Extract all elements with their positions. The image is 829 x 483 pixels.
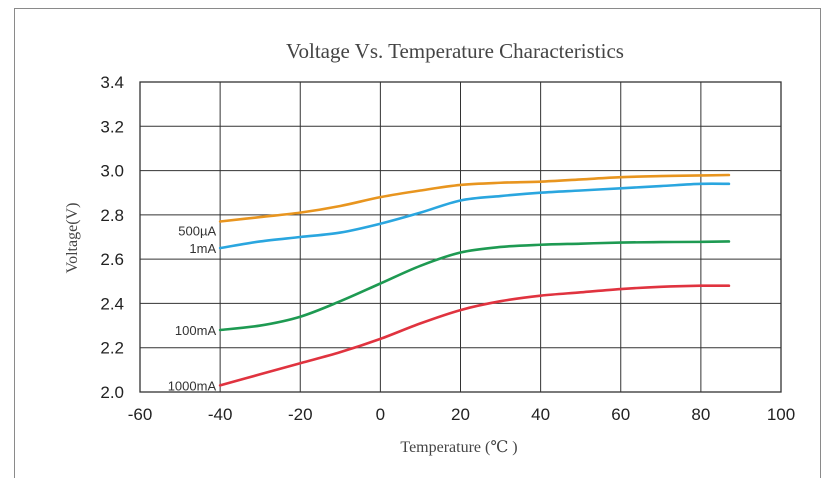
y-tick-label: 2.0 — [100, 383, 124, 402]
chart-frame — [14, 8, 821, 478]
y-tick-label: 3.4 — [100, 73, 124, 92]
x-tick-label: 20 — [451, 405, 470, 424]
x-tick-label: 0 — [376, 405, 385, 424]
x-tick-label: 60 — [611, 405, 630, 424]
y-tick-label: 2.8 — [100, 206, 124, 225]
y-tick-labels: 2.0 2.2 2.4 2.6 2.8 3.0 3.2 3.4 — [100, 73, 124, 402]
y-tick-label: 3.0 — [100, 162, 124, 181]
series-line — [218, 240, 731, 332]
x-tick-label: -20 — [288, 405, 313, 424]
series-lines — [218, 173, 731, 387]
series-line — [218, 173, 731, 223]
series-labels: 500µA 1mA 100mA 1000mA — [168, 224, 217, 394]
series-line — [218, 182, 731, 250]
grid — [139, 81, 782, 393]
y-tick-label: 3.2 — [100, 117, 124, 136]
series-line — [218, 284, 731, 387]
y-tick-label: 2.4 — [100, 294, 124, 313]
series-label: 1mA — [189, 241, 216, 256]
x-tick-label: -60 — [128, 405, 153, 424]
series-label: 100mA — [175, 323, 217, 338]
x-tick-label: 100 — [767, 405, 795, 424]
y-tick-label: 2.2 — [100, 339, 124, 358]
x-axis-label: Temperature (℃ ) — [400, 439, 517, 456]
chart-title: Voltage Vs. Temperature Characteristics — [286, 39, 624, 63]
series-label: 1000mA — [168, 378, 217, 393]
x-tick-labels: -60 -40 -20 0 20 40 60 80 100 — [128, 405, 795, 424]
x-tick-label: -40 — [208, 405, 233, 424]
series-label: 500µA — [178, 224, 216, 239]
x-tick-label: 80 — [691, 405, 710, 424]
y-tick-label: 2.6 — [100, 250, 124, 269]
y-axis-label: Voltage(V) — [64, 203, 81, 274]
x-tick-label: 40 — [531, 405, 550, 424]
